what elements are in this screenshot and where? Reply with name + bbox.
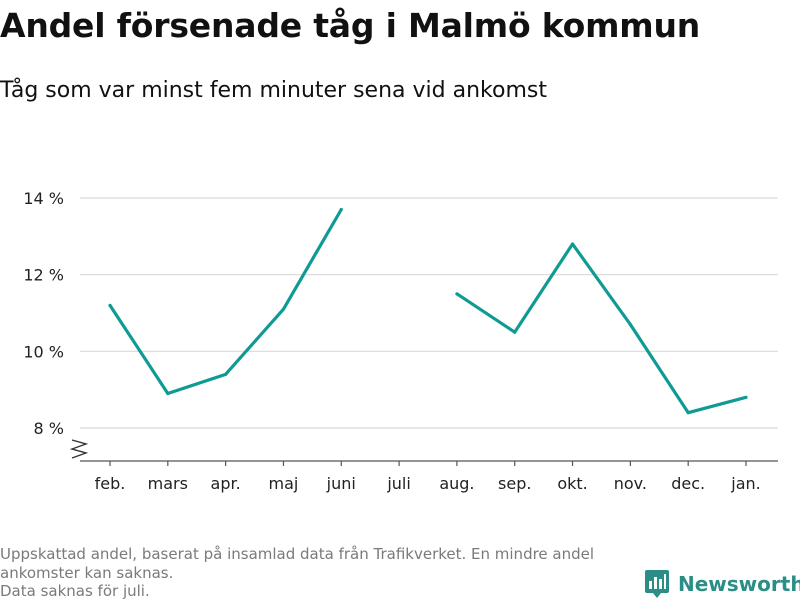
x-tick-label: juni — [326, 474, 356, 493]
brand-logo: Newsworthy — [644, 569, 800, 599]
brand-name: Newsworthy — [678, 572, 800, 596]
y-tick-label: 8 % — [34, 419, 64, 438]
footnote-line-2: ankomster kan saknas. — [0, 563, 174, 582]
data-point — [108, 303, 112, 307]
x-tick-label: okt. — [557, 474, 587, 493]
x-tick-label: sep. — [498, 474, 531, 493]
y-tick-label: 14 % — [23, 189, 64, 208]
series-line-segment — [456, 242, 747, 415]
chart-subtitle: Tåg som var minst fem minuter sena vid a… — [0, 78, 547, 103]
axis-break-mark — [69, 439, 89, 459]
x-tick-label: jan. — [730, 474, 760, 493]
series-line-segment — [108, 208, 343, 396]
x-tick-label: juli — [386, 474, 410, 493]
data-point — [744, 395, 748, 399]
data-point — [455, 292, 459, 296]
footnote-line-1: Uppskattad andel, baserat på insamlad da… — [0, 545, 595, 563]
data-point — [686, 411, 690, 415]
data-point — [628, 322, 632, 327]
x-tick-label: mars — [148, 474, 188, 493]
data-point — [224, 372, 228, 376]
data-point — [166, 391, 170, 396]
footnote-line-3: Data saknas för juli. — [0, 582, 150, 600]
x-tick-label: apr. — [211, 474, 241, 493]
y-tick-label: 10 % — [23, 342, 64, 361]
chart-title: Andel försenade tåg i Malmö kommun — [0, 6, 701, 45]
newsworthy-logo-icon — [645, 570, 669, 598]
x-tick-label: aug. — [439, 474, 474, 493]
data-point — [281, 307, 286, 311]
x-tick-label: dec. — [671, 474, 705, 493]
data-point — [570, 242, 575, 246]
x-tick-label: nov. — [614, 474, 647, 493]
data-point — [513, 330, 517, 334]
line-chart: 8 % 10 % 12 % 14 % feb. mars apr. maj juni juli au… — [23, 189, 778, 493]
y-tick-label: 12 % — [23, 266, 64, 285]
x-tick-label: feb. — [95, 474, 126, 493]
data-point — [339, 207, 343, 212]
footnote: Uppskattad andel, baserat på insamlad da… — [0, 545, 640, 601]
x-tick-label: maj — [269, 474, 299, 493]
